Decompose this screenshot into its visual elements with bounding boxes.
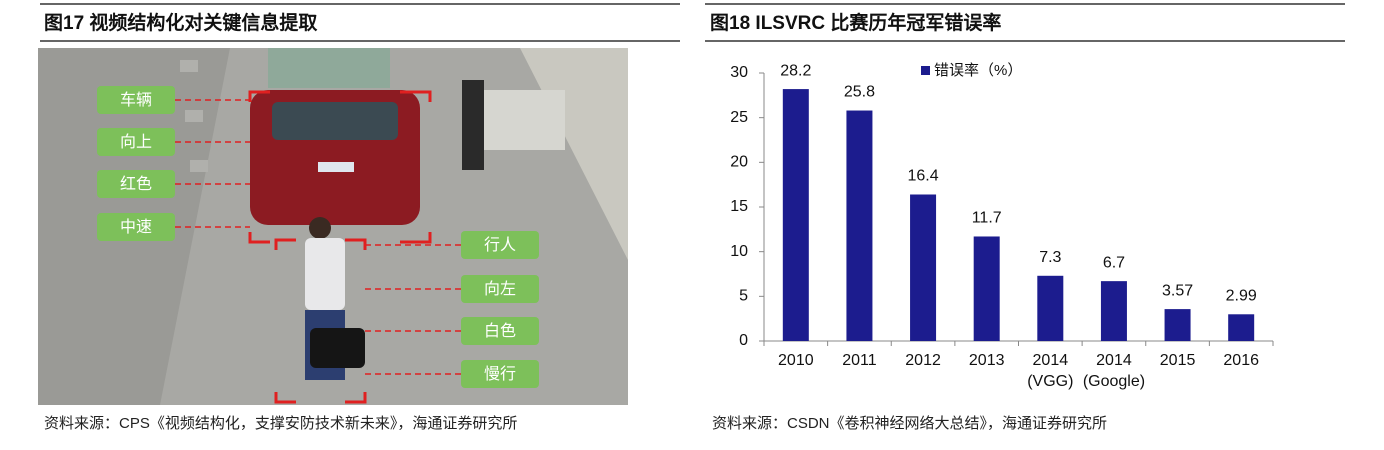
x-tick-label: 2012 [905,352,941,369]
figure-source: 资料来源：CPS《视频结构化，支撑安防技术新未来》，海通证券研究所 [44,415,517,432]
leader-line [175,99,461,375]
y-tick-label: 10 [730,243,748,260]
bar [910,194,937,341]
y-tick-label: 0 [739,332,748,349]
x-tick-label: 2011 [842,352,877,369]
tag-box [461,317,539,345]
value-label: 7.3 [1039,249,1061,266]
chart: 0 5 10 15 20 25 30 28.2 25.8 16.4 11.7 7.3 6.7 3.57 2.… [730,62,1274,390]
tag-label: 行人 [484,236,516,254]
x-tick-label: 2016 [1223,352,1259,369]
y-tick-label: 30 [730,64,748,81]
tag-label: 向左 [484,280,516,298]
bar [1228,314,1255,341]
tag-box [97,213,175,241]
tag-box [97,86,175,114]
figure-title: 图17 视频结构化对关键信息提取 [44,11,317,34]
detect-box [248,90,432,404]
tag-box [461,275,539,303]
value-label: 3.57 [1162,282,1193,299]
y-tick-label: 5 [739,288,748,305]
bar [1164,309,1191,341]
legend-label: 错误率（%） [934,62,1022,79]
tag-label: 车辆 [120,91,152,109]
tag-label: 慢行 [484,365,516,383]
bar [846,110,873,342]
bar [1037,275,1064,341]
value-label: 28.2 [780,62,811,79]
bar [1100,281,1127,341]
tag-box [97,170,175,198]
bar [973,236,1000,341]
x-tick-label: 2014 (Google) [1083,352,1145,390]
tag-label: 中速 [120,218,152,236]
tag-box [461,360,539,388]
tag-label: 向上 [120,133,152,151]
value-label: 6.7 [1103,254,1125,271]
x-tick-label: 2013 [969,352,1005,369]
x-tick-label: 2010 [778,352,814,369]
tag-box [461,231,539,259]
chart-source: 资料来源：CSDN《卷积神经网络大总结》，海通证券研究所 [712,415,1107,432]
x-tick-label: 2014 (VGG) [1027,352,1073,390]
value-label: 16.4 [907,168,938,185]
x-tick-label: 2015 [1160,352,1196,369]
bar [782,89,809,341]
y-tick-label: 25 [730,109,748,126]
value-label: 25.8 [844,84,875,101]
tag-label: 白色 [484,322,516,340]
legend-swatch [921,66,930,75]
tag-label: 红色 [120,175,152,193]
value-label: 2.99 [1226,288,1257,305]
y-tick-label: 15 [730,198,748,215]
chart-title: 图18 ILSVRC 比赛历年冠军错误率 [710,11,1001,34]
value-label: 11.7 [972,210,1002,227]
y-tick-label: 20 [730,154,748,171]
tag-box [97,128,175,156]
